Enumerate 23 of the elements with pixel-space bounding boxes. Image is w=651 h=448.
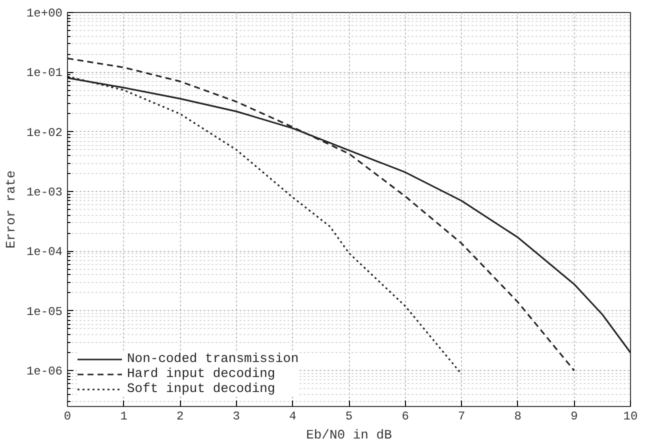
x-tick-label: 0 — [64, 410, 72, 424]
x-tick-label: 4 — [289, 410, 296, 424]
x-tick-label: 2 — [176, 410, 184, 424]
y-axis-title: Error rate — [3, 170, 18, 249]
y-tick-label: 1e-02 — [26, 126, 63, 140]
legend-label: Non-coded transmission — [127, 351, 299, 366]
legend-label: Hard input decoding — [127, 366, 276, 381]
x-tick-label: 8 — [514, 410, 522, 424]
x-axis-title: Eb/N0 in dB — [306, 428, 392, 442]
x-tick-label: 5 — [345, 410, 353, 424]
y-tick-label: 1e-01 — [26, 66, 63, 80]
y-tick-label: 1e-05 — [26, 304, 63, 319]
x-tick-label: 1 — [120, 410, 128, 424]
x-tick-label: 7 — [458, 410, 466, 424]
y-tick-label: 1e+00 — [26, 6, 63, 20]
x-tick-label: 3 — [232, 410, 240, 424]
x-tick-label: 6 — [402, 410, 409, 424]
y-tick-label: 1e-06 — [26, 364, 63, 379]
legend-label: Soft input decoding — [127, 381, 276, 396]
y-tick-label: 1e-04 — [26, 245, 63, 260]
y-tick-label: 1e-03 — [26, 186, 63, 200]
x-tick-label: 9 — [570, 410, 578, 424]
x-tick-label: 10 — [623, 410, 638, 424]
